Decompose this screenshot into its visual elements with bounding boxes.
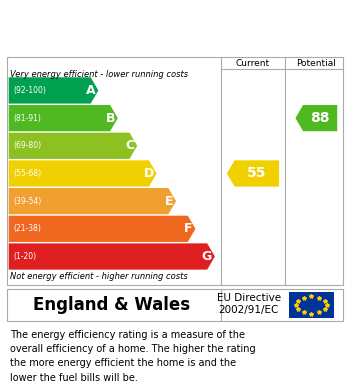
Text: (21-38): (21-38) bbox=[13, 224, 41, 233]
Polygon shape bbox=[227, 160, 279, 187]
Text: England & Wales: England & Wales bbox=[33, 296, 190, 314]
Text: G: G bbox=[202, 250, 212, 263]
Text: EU Directive
2002/91/EC: EU Directive 2002/91/EC bbox=[217, 294, 281, 315]
Polygon shape bbox=[9, 216, 196, 242]
Bar bbox=[289, 292, 334, 318]
Text: A: A bbox=[86, 84, 96, 97]
Polygon shape bbox=[9, 160, 157, 187]
Text: (55-68): (55-68) bbox=[13, 169, 41, 178]
Text: 88: 88 bbox=[310, 111, 330, 125]
Polygon shape bbox=[9, 105, 118, 131]
Text: C: C bbox=[125, 139, 134, 152]
Polygon shape bbox=[295, 105, 337, 131]
Text: Current: Current bbox=[236, 59, 270, 68]
Polygon shape bbox=[9, 77, 98, 104]
Polygon shape bbox=[9, 133, 137, 159]
Text: 55: 55 bbox=[247, 167, 266, 181]
Polygon shape bbox=[9, 243, 215, 270]
Text: (81-91): (81-91) bbox=[13, 114, 41, 123]
Text: (39-54): (39-54) bbox=[13, 197, 41, 206]
Text: Energy Efficiency Rating: Energy Efficiency Rating bbox=[60, 18, 288, 36]
Text: B: B bbox=[105, 111, 115, 125]
Text: Potential: Potential bbox=[296, 59, 336, 68]
Text: Not energy efficient - higher running costs: Not energy efficient - higher running co… bbox=[10, 272, 188, 281]
Text: E: E bbox=[165, 195, 173, 208]
Text: (69-80): (69-80) bbox=[13, 141, 41, 150]
Text: (92-100): (92-100) bbox=[13, 86, 46, 95]
Text: F: F bbox=[184, 222, 193, 235]
Text: (1-20): (1-20) bbox=[13, 252, 36, 261]
Text: D: D bbox=[144, 167, 154, 180]
Text: The energy efficiency rating is a measure of the
overall efficiency of a home. T: The energy efficiency rating is a measur… bbox=[10, 330, 256, 383]
Polygon shape bbox=[9, 188, 176, 214]
Text: Very energy efficient - lower running costs: Very energy efficient - lower running co… bbox=[10, 70, 189, 79]
